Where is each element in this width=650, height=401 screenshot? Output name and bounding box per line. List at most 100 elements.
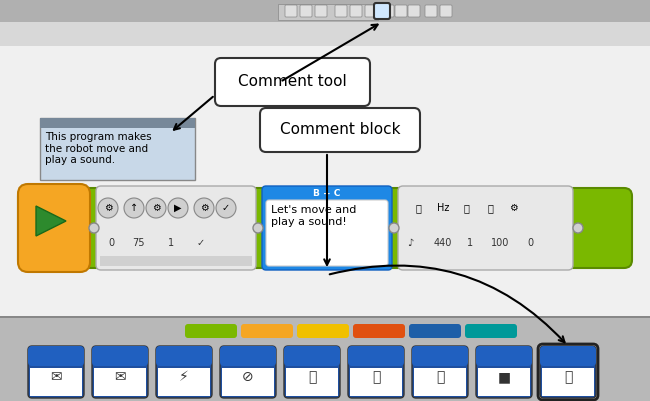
FancyBboxPatch shape <box>412 346 468 398</box>
Text: 100: 100 <box>491 238 509 248</box>
Text: ⏰: ⏰ <box>463 203 469 213</box>
Text: Comment tool: Comment tool <box>238 75 347 89</box>
FancyBboxPatch shape <box>476 346 532 398</box>
FancyBboxPatch shape <box>409 324 461 338</box>
Text: ⊘: ⊘ <box>242 370 254 384</box>
FancyBboxPatch shape <box>215 58 370 106</box>
Text: Let's move and
play a sound!: Let's move and play a sound! <box>271 205 356 227</box>
FancyBboxPatch shape <box>18 188 632 268</box>
Circle shape <box>89 223 99 233</box>
FancyBboxPatch shape <box>365 5 377 17</box>
Bar <box>0 316 650 318</box>
FancyBboxPatch shape <box>398 186 573 270</box>
Text: ↑: ↑ <box>130 203 138 213</box>
Bar <box>478 368 530 396</box>
Bar <box>94 368 146 396</box>
FancyBboxPatch shape <box>262 186 392 270</box>
Bar <box>30 368 82 396</box>
Bar <box>100 256 252 266</box>
Text: 0: 0 <box>527 238 533 248</box>
Bar <box>350 368 402 396</box>
FancyBboxPatch shape <box>440 5 452 17</box>
Text: 1: 1 <box>467 238 473 248</box>
Circle shape <box>389 223 399 233</box>
FancyBboxPatch shape <box>315 5 327 17</box>
Text: ⚡: ⚡ <box>179 370 189 384</box>
Circle shape <box>573 223 583 233</box>
Text: ⚙: ⚙ <box>103 203 112 213</box>
FancyBboxPatch shape <box>540 346 596 398</box>
Text: 1: 1 <box>168 238 174 248</box>
Bar <box>542 368 594 396</box>
FancyBboxPatch shape <box>335 5 347 17</box>
FancyBboxPatch shape <box>412 346 468 366</box>
Text: ■: ■ <box>497 370 510 384</box>
FancyBboxPatch shape <box>220 346 276 398</box>
FancyBboxPatch shape <box>156 346 212 366</box>
FancyBboxPatch shape <box>395 5 407 17</box>
FancyBboxPatch shape <box>353 324 405 338</box>
FancyBboxPatch shape <box>185 324 237 338</box>
Text: ⚙: ⚙ <box>200 203 209 213</box>
Bar <box>414 368 466 396</box>
Text: Comment block: Comment block <box>280 122 400 138</box>
Bar <box>0 46 650 316</box>
FancyBboxPatch shape <box>348 346 404 398</box>
FancyBboxPatch shape <box>220 346 276 366</box>
FancyBboxPatch shape <box>408 5 420 17</box>
Text: 📟: 📟 <box>308 370 316 384</box>
Text: ⚙: ⚙ <box>508 203 517 213</box>
Text: 440: 440 <box>434 238 452 248</box>
FancyBboxPatch shape <box>348 346 404 366</box>
Bar <box>0 22 650 46</box>
FancyBboxPatch shape <box>92 346 148 398</box>
Circle shape <box>168 198 188 218</box>
Bar <box>0 0 650 22</box>
Text: ⚙: ⚙ <box>151 203 161 213</box>
FancyBboxPatch shape <box>476 346 532 366</box>
FancyBboxPatch shape <box>297 324 349 338</box>
FancyBboxPatch shape <box>382 5 394 17</box>
Text: 0: 0 <box>108 238 114 248</box>
Text: This program makes
the robot move and
play a sound.: This program makes the robot move and pl… <box>45 132 151 165</box>
FancyBboxPatch shape <box>28 346 84 398</box>
Bar <box>40 118 195 128</box>
Bar <box>286 368 338 396</box>
Bar <box>278 4 378 20</box>
Bar <box>0 316 650 401</box>
Circle shape <box>216 198 236 218</box>
Text: Hz: Hz <box>437 203 449 213</box>
Text: 🔊: 🔊 <box>415 203 421 213</box>
FancyBboxPatch shape <box>425 5 437 17</box>
FancyBboxPatch shape <box>266 200 388 266</box>
Text: ⏱: ⏱ <box>436 370 444 384</box>
Text: ♪: ♪ <box>407 238 413 248</box>
Text: ✓: ✓ <box>222 203 230 213</box>
Text: ✉: ✉ <box>114 370 126 384</box>
FancyBboxPatch shape <box>284 346 340 366</box>
Text: B + C: B + C <box>313 190 341 198</box>
Text: ✉: ✉ <box>50 370 62 384</box>
FancyBboxPatch shape <box>284 346 340 398</box>
FancyBboxPatch shape <box>285 5 297 17</box>
FancyBboxPatch shape <box>28 346 84 366</box>
Text: ✓: ✓ <box>197 238 205 248</box>
Bar <box>222 368 274 396</box>
Circle shape <box>253 223 263 233</box>
FancyBboxPatch shape <box>540 346 596 366</box>
Text: 📊: 📊 <box>487 203 493 213</box>
FancyBboxPatch shape <box>92 346 148 366</box>
Text: ➕: ➕ <box>372 370 380 384</box>
FancyBboxPatch shape <box>156 346 212 398</box>
Circle shape <box>146 198 166 218</box>
Text: 75: 75 <box>132 238 144 248</box>
Text: 💬: 💬 <box>564 370 572 384</box>
FancyBboxPatch shape <box>350 5 362 17</box>
FancyBboxPatch shape <box>241 324 293 338</box>
Bar <box>158 368 210 396</box>
FancyBboxPatch shape <box>465 324 517 338</box>
Circle shape <box>194 198 214 218</box>
FancyBboxPatch shape <box>18 184 90 272</box>
Polygon shape <box>36 206 66 236</box>
Text: ▶: ▶ <box>174 203 182 213</box>
